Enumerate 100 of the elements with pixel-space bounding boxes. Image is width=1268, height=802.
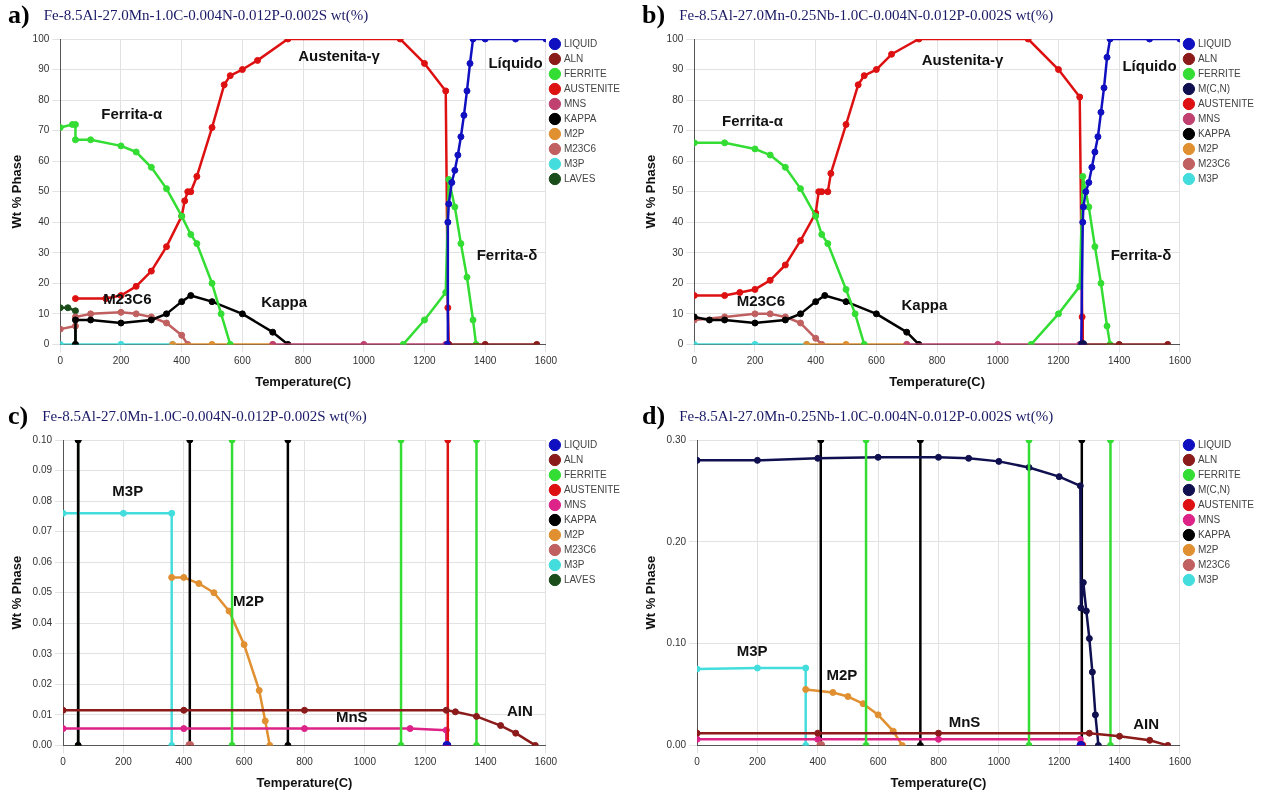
chart-subtitle: Fe-8.5Al-27.0Mn-1.0C-0.004N-0.012P-0.002S wt(%) [43, 6, 369, 24]
x-tick-label: 200 [115, 756, 133, 768]
x-tick-label: 800 [928, 355, 946, 367]
y-tick-label: 0.07 [32, 525, 53, 537]
legend-label: AUSTENITE [1197, 498, 1255, 510]
annotation: Austenita-γ [921, 50, 1005, 68]
annotation: M2P [826, 666, 858, 684]
chart-subtitle: Fe-8.5Al-27.0Mn-1.0C-0.004N-0.012P-0.002S wt(%) [42, 407, 367, 425]
legend-label: MNS [1197, 513, 1221, 525]
x-tick-label: 600 [234, 355, 252, 367]
annotation: MnS [335, 708, 368, 726]
legend-label: LIQUID [563, 438, 598, 450]
legend-label: M23C6 [563, 142, 597, 154]
legend-label: MNS [563, 498, 587, 510]
x-tick-label: 1200 [1048, 756, 1071, 768]
x-tick-label: 0 [694, 756, 701, 768]
legend-label: FERRITE [1197, 468, 1241, 480]
legend-label: AUSTENITE [1197, 97, 1255, 109]
y-tick-label: 70 [38, 124, 50, 136]
y-tick-label: 0.06 [32, 555, 53, 567]
y-tick-label: 30 [672, 246, 684, 258]
y-tick-label: 0.00 [32, 739, 53, 751]
annotation: Ferrita-δ [476, 245, 538, 263]
y-tick-label: 0.09 [32, 464, 53, 476]
y-tick-label: 60 [672, 154, 684, 166]
annotation: Kappa [261, 293, 308, 311]
chart-title: a) [8, 0, 30, 30]
y-tick-label: 0.01 [32, 708, 53, 720]
annotation: Líquido [488, 53, 543, 71]
legend-label: LIQUID [1197, 438, 1232, 450]
x-tick-label: 0 [57, 355, 64, 367]
y-tick-label: 50 [38, 185, 50, 197]
x-tick-label: 1000 [987, 756, 1011, 768]
y-tick-label: 30 [38, 246, 50, 258]
legend-label: AUSTENITE [563, 82, 621, 94]
y-tick-label: 90 [672, 63, 684, 75]
x-tick-label: 400 [173, 355, 191, 367]
y-tick-label: 0.04 [32, 616, 53, 628]
legend-label: ALN [563, 453, 584, 465]
x-tick-label: 1600 [534, 355, 558, 367]
x-tick-label: 1400 [474, 355, 497, 367]
x-axis-title: Temperature(C) [256, 774, 353, 790]
x-tick-label: 1400 [1108, 355, 1131, 367]
legend-label: ALN [1197, 453, 1218, 465]
annotation: AIN [506, 701, 533, 719]
y-tick-label: 80 [38, 93, 50, 105]
y-tick-label: 0.03 [32, 647, 53, 659]
x-tick-label: 400 [809, 756, 827, 768]
chart-subtitle: Fe-8.5Al-27.0Mn-0.25Nb-1.0C-0.004N-0.012P-0.002S wt(%) [679, 407, 1054, 425]
y-tick-label: 0.20 [666, 535, 687, 547]
x-tick-label: 1600 [1168, 756, 1192, 768]
y-tick-label: 0 [43, 338, 50, 350]
legend-label: FERRITE [563, 468, 607, 480]
legend-label: LIQUID [563, 37, 598, 49]
legend-label: M3P [563, 558, 585, 570]
annotation: Ferrita-α [722, 111, 784, 129]
y-tick-label: 100 [32, 32, 50, 44]
y-tick-label: 0.30 [666, 433, 687, 445]
legend-label: M(C,N) [1197, 82, 1231, 94]
y-axis-title: Wt % Phase [643, 154, 659, 229]
x-tick-label: 400 [807, 355, 825, 367]
y-axis-title: Wt % Phase [9, 555, 25, 630]
legend-label: MNS [563, 97, 587, 109]
legend-label: LAVES [563, 573, 596, 585]
x-tick-label: 800 [296, 756, 314, 768]
x-tick-label: 600 [868, 355, 886, 367]
chart-title: b) [642, 0, 666, 30]
annotation: Líquido [1122, 56, 1177, 74]
annotation: M2P [233, 592, 264, 609]
x-tick-label: 1400 [474, 756, 498, 768]
x-axis-title: Temperature(C) [889, 373, 986, 389]
y-tick-label: 20 [38, 277, 50, 289]
y-tick-label: 20 [672, 277, 684, 289]
annotation: AIN [1133, 715, 1160, 733]
legend-label: FERRITE [563, 67, 607, 79]
chart-title: d) [642, 401, 666, 431]
annotation: Ferrita-δ [1110, 245, 1172, 263]
chart-subtitle: Fe-8.5Al-27.0Mn-0.25Nb-1.0C-0.004N-0.012P-0.002S wt(%) [679, 6, 1054, 24]
y-tick-label: 60 [38, 154, 50, 166]
y-tick-label: 0.05 [32, 586, 53, 598]
y-tick-label: 0.10 [32, 433, 53, 445]
x-tick-label: 200 [746, 355, 764, 367]
legend-label: M(C,N) [1197, 483, 1231, 495]
annotation: Ferrita-α [101, 105, 163, 123]
legend-label: FERRITE [1197, 67, 1241, 79]
x-tick-label: 1200 [1047, 355, 1071, 367]
x-tick-label: 0 [691, 355, 698, 367]
y-tick-label: 80 [672, 93, 684, 105]
y-tick-label: 0.10 [666, 637, 687, 649]
x-tick-label: 1000 [986, 355, 1010, 367]
legend-label: M3P [1197, 573, 1219, 585]
legend-label: ALN [563, 52, 584, 64]
legend-label: LAVES [563, 172, 596, 184]
legend-label: M2P [1197, 142, 1219, 154]
y-tick-label: 50 [672, 185, 684, 197]
legend-label: M2P [563, 127, 585, 139]
x-tick-label: 800 [930, 756, 948, 768]
y-axis-title: Wt % Phase [643, 555, 659, 630]
annotation: Kappa [901, 296, 949, 314]
annotation: Austenita-γ [298, 47, 381, 65]
